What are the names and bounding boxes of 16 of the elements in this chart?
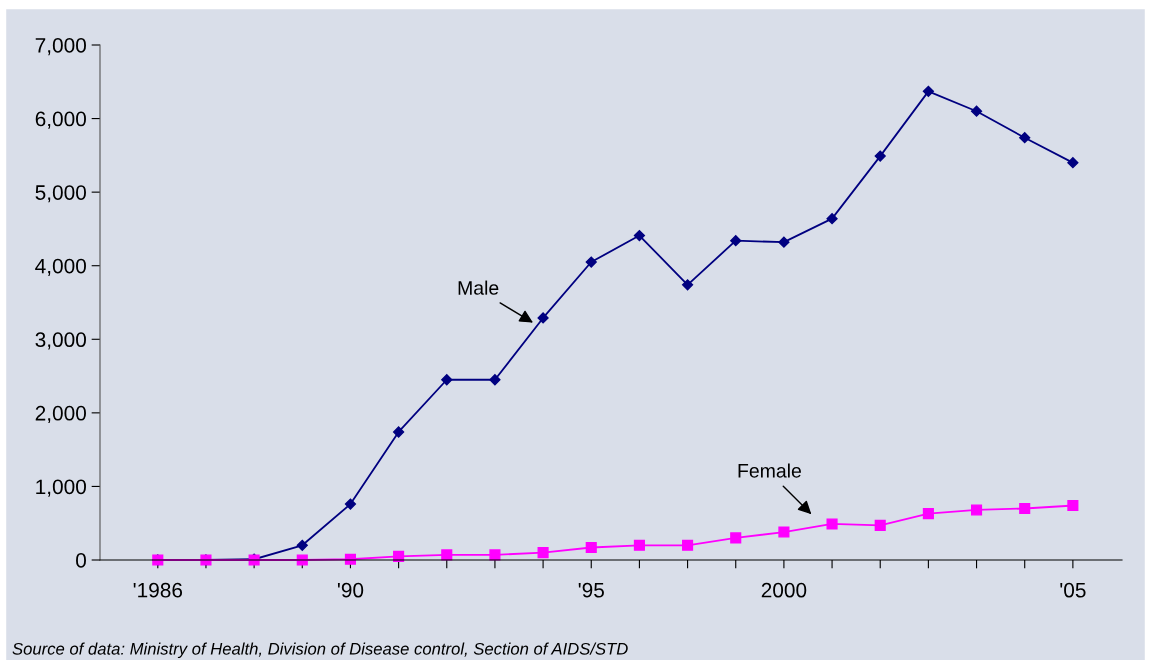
y-tick-label: 2,000 — [35, 405, 86, 424]
y-tick-label: 0 — [76, 553, 86, 568]
y-tick-label: 5,000 — [35, 185, 86, 203]
y-tick-label: 7,000 — [35, 38, 86, 56]
y-tick-label: 3,000 — [35, 332, 86, 350]
text: Female — [738, 463, 801, 478]
source-note: Source of data: Ministry of Health, Division of Disease control, Section of AIDS/STD — [12, 642, 628, 659]
y-tick-label: 4,000 — [35, 258, 86, 276]
x-tick-label: '90 — [337, 582, 364, 598]
x-tick-label: '95 — [578, 582, 604, 598]
x-tick-label: '1986 — [133, 582, 183, 598]
text: Male — [458, 280, 499, 295]
y-tick-label: 6,000 — [35, 111, 86, 129]
y-tick-label: 1,000 — [36, 479, 86, 497]
x-tick-label: '05 — [1060, 582, 1086, 598]
x-tick-label: 2000 — [761, 582, 807, 598]
